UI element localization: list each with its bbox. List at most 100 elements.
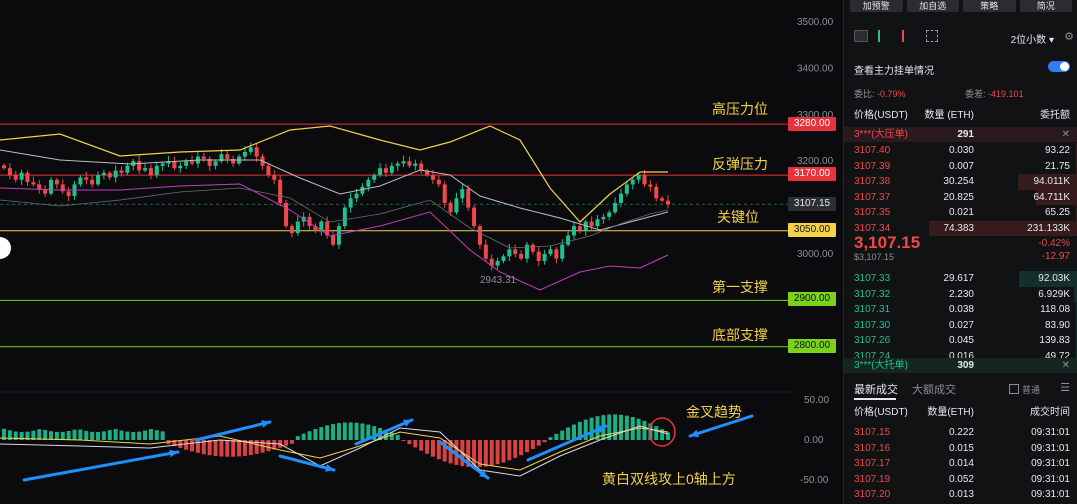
y-axis-tick-label: 3300.00 — [797, 110, 834, 121]
big-buy-label: 3***(大托单) — [854, 360, 908, 371]
tab-large-trades[interactable]: 大额成交 — [912, 384, 956, 396]
top-buttons: 加预警 加自选 策略 简况 — [844, 0, 1077, 12]
trend-arrow-5 — [438, 440, 490, 480]
main-force-toggle[interactable] — [1048, 61, 1070, 72]
close-icon[interactable]: ✕ — [1061, 360, 1070, 371]
candle-body — [483, 244, 488, 259]
trend-arrow-6 — [526, 424, 608, 462]
ask-row[interactable]: 3107.39 0.007 21.75 — [844, 158, 1077, 174]
big-sell-row[interactable]: 3***(大压单) 291 ✕ — [844, 127, 1077, 142]
ask-row[interactable]: 3107.35 0.021 65.25 — [844, 205, 1077, 221]
overview-button[interactable]: 简况 — [1019, 0, 1072, 12]
candle-body — [31, 182, 36, 185]
candle-body — [43, 189, 48, 194]
ask-qty: 74.383 — [943, 222, 974, 234]
big-buy-row[interactable]: 3***(大托单) 309 ✕ — [844, 358, 1077, 373]
candle-body — [2, 165, 6, 169]
settings-gear-icon[interactable]: ⚙ — [1064, 31, 1074, 43]
trade-col-time: 成交时间 — [1030, 407, 1070, 418]
macd-histogram-bar — [248, 440, 253, 456]
candle-body — [125, 165, 130, 173]
both-sides-view-icon[interactable] — [854, 30, 868, 42]
macd-histogram-bar — [7, 430, 12, 440]
close-icon[interactable]: ✕ — [1061, 129, 1070, 140]
bid-row[interactable]: 3107.26 0.045 139.83 — [844, 333, 1077, 349]
col-total[interactable]: 委托额 — [1040, 110, 1070, 121]
candlestick-chart[interactable]: 3500.003400.003300.003200.003100.003000.… — [0, 0, 843, 504]
bid-row[interactable]: 3107.31 0.038 118.08 — [844, 302, 1077, 318]
candle-body — [342, 207, 347, 227]
ask-total: 94.011K — [1033, 176, 1070, 187]
price-tag-2900: 2900.00 — [788, 292, 836, 306]
macd-histogram-bar — [507, 440, 512, 461]
price-tag-current: 3107.15 — [788, 197, 836, 211]
add-watchlist-button[interactable]: 加自选 — [906, 0, 959, 12]
checkbox-icon[interactable] — [1009, 384, 1020, 394]
ask-row[interactable]: 3107.34 74.383 231.133K — [844, 220, 1077, 236]
candle-body — [618, 193, 623, 203]
candle-body — [560, 244, 565, 259]
tab-latest-trades[interactable]: 最新成交 — [854, 384, 898, 396]
macd-histogram-bar — [489, 440, 494, 466]
candle-body — [178, 165, 183, 169]
macd-histogram-bar — [483, 440, 488, 467]
candle-body — [624, 184, 629, 194]
bid-row[interactable]: 3107.32 2.230 6.929K — [844, 286, 1077, 302]
trade-price: 3107.17 — [854, 458, 891, 469]
candle-body — [319, 221, 324, 231]
flag-icon[interactable] — [926, 30, 938, 42]
trade-qty: 0.015 — [948, 442, 974, 454]
macd-histogram-bar — [348, 422, 353, 440]
col-price: 价格(USDT) — [854, 110, 908, 121]
macd-histogram-bar — [43, 429, 48, 440]
depth-bar — [929, 220, 1077, 236]
candle-body — [49, 179, 54, 194]
chart-area[interactable]: 3500.003400.003300.003200.003100.003000.… — [0, 0, 843, 504]
trade-col-qty[interactable]: 数量(ETH) — [927, 407, 974, 418]
candle-body — [436, 179, 441, 185]
strategy-button[interactable]: 策略 — [963, 0, 1016, 12]
trade-row[interactable]: 3107.17 0.014 09:31:01 — [844, 456, 1077, 472]
ask-qty: 0.021 — [948, 207, 974, 218]
diff-row: 委差: -419.101 — [965, 87, 1024, 100]
add-alert-button[interactable]: 加预警 — [850, 0, 903, 12]
candle-body — [13, 175, 18, 180]
trade-row[interactable]: 3107.19 0.052 09:31:01 — [844, 472, 1077, 488]
macd-histogram-bar — [413, 440, 418, 448]
col-qty[interactable]: 数量 (ETH) — [924, 110, 974, 121]
bid-price: 3107.24 — [854, 350, 891, 362]
candle-body — [530, 244, 535, 252]
precision-select[interactable]: 2位小数 ▾ — [1011, 31, 1054, 46]
big-buy-value: 309 — [957, 360, 974, 371]
bid-total: 6.929K — [1038, 288, 1070, 300]
bid-qty: 2.230 — [948, 288, 974, 300]
scroll-handle[interactable] — [0, 237, 11, 259]
candle-body — [313, 226, 318, 231]
candle-body — [660, 198, 665, 201]
candle-body — [354, 193, 359, 199]
macd-histogram-bar — [113, 429, 118, 440]
candle-body — [501, 256, 506, 261]
trade-row[interactable]: 3107.20 0.013 09:31:01 — [844, 487, 1077, 503]
macd-histogram-bar — [2, 428, 6, 440]
candle-body — [566, 235, 571, 245]
trade-row[interactable]: 3107.16 0.015 09:31:01 — [844, 441, 1077, 457]
macd-histogram-bar — [195, 440, 200, 453]
macd-histogram-bar — [219, 440, 224, 457]
candle-body — [495, 260, 500, 266]
bid-row[interactable]: 3107.30 0.027 83.90 — [844, 317, 1077, 333]
macd-histogram-bar — [178, 440, 183, 449]
trade-row[interactable]: 3107.15 0.222 09:31:01 — [844, 425, 1077, 441]
bids-view-icon[interactable] — [878, 30, 892, 42]
candle-body — [113, 170, 118, 178]
ask-row[interactable]: 3107.38 30.254 94.011K — [844, 174, 1077, 190]
normal-filter[interactable]: 普通 — [1009, 383, 1040, 396]
candle-body — [66, 191, 71, 196]
bid-row[interactable]: 3107.33 29.617 92.03K — [844, 271, 1077, 287]
candle-body — [607, 212, 612, 217]
asks-view-icon[interactable] — [902, 30, 916, 42]
list-settings-icon[interactable]: ☰ — [1060, 382, 1070, 394]
candle-body — [54, 179, 59, 185]
ask-row[interactable]: 3107.37 20.825 64.711K — [844, 189, 1077, 205]
ask-row[interactable]: 3107.40 0.030 93.22 — [844, 143, 1077, 159]
